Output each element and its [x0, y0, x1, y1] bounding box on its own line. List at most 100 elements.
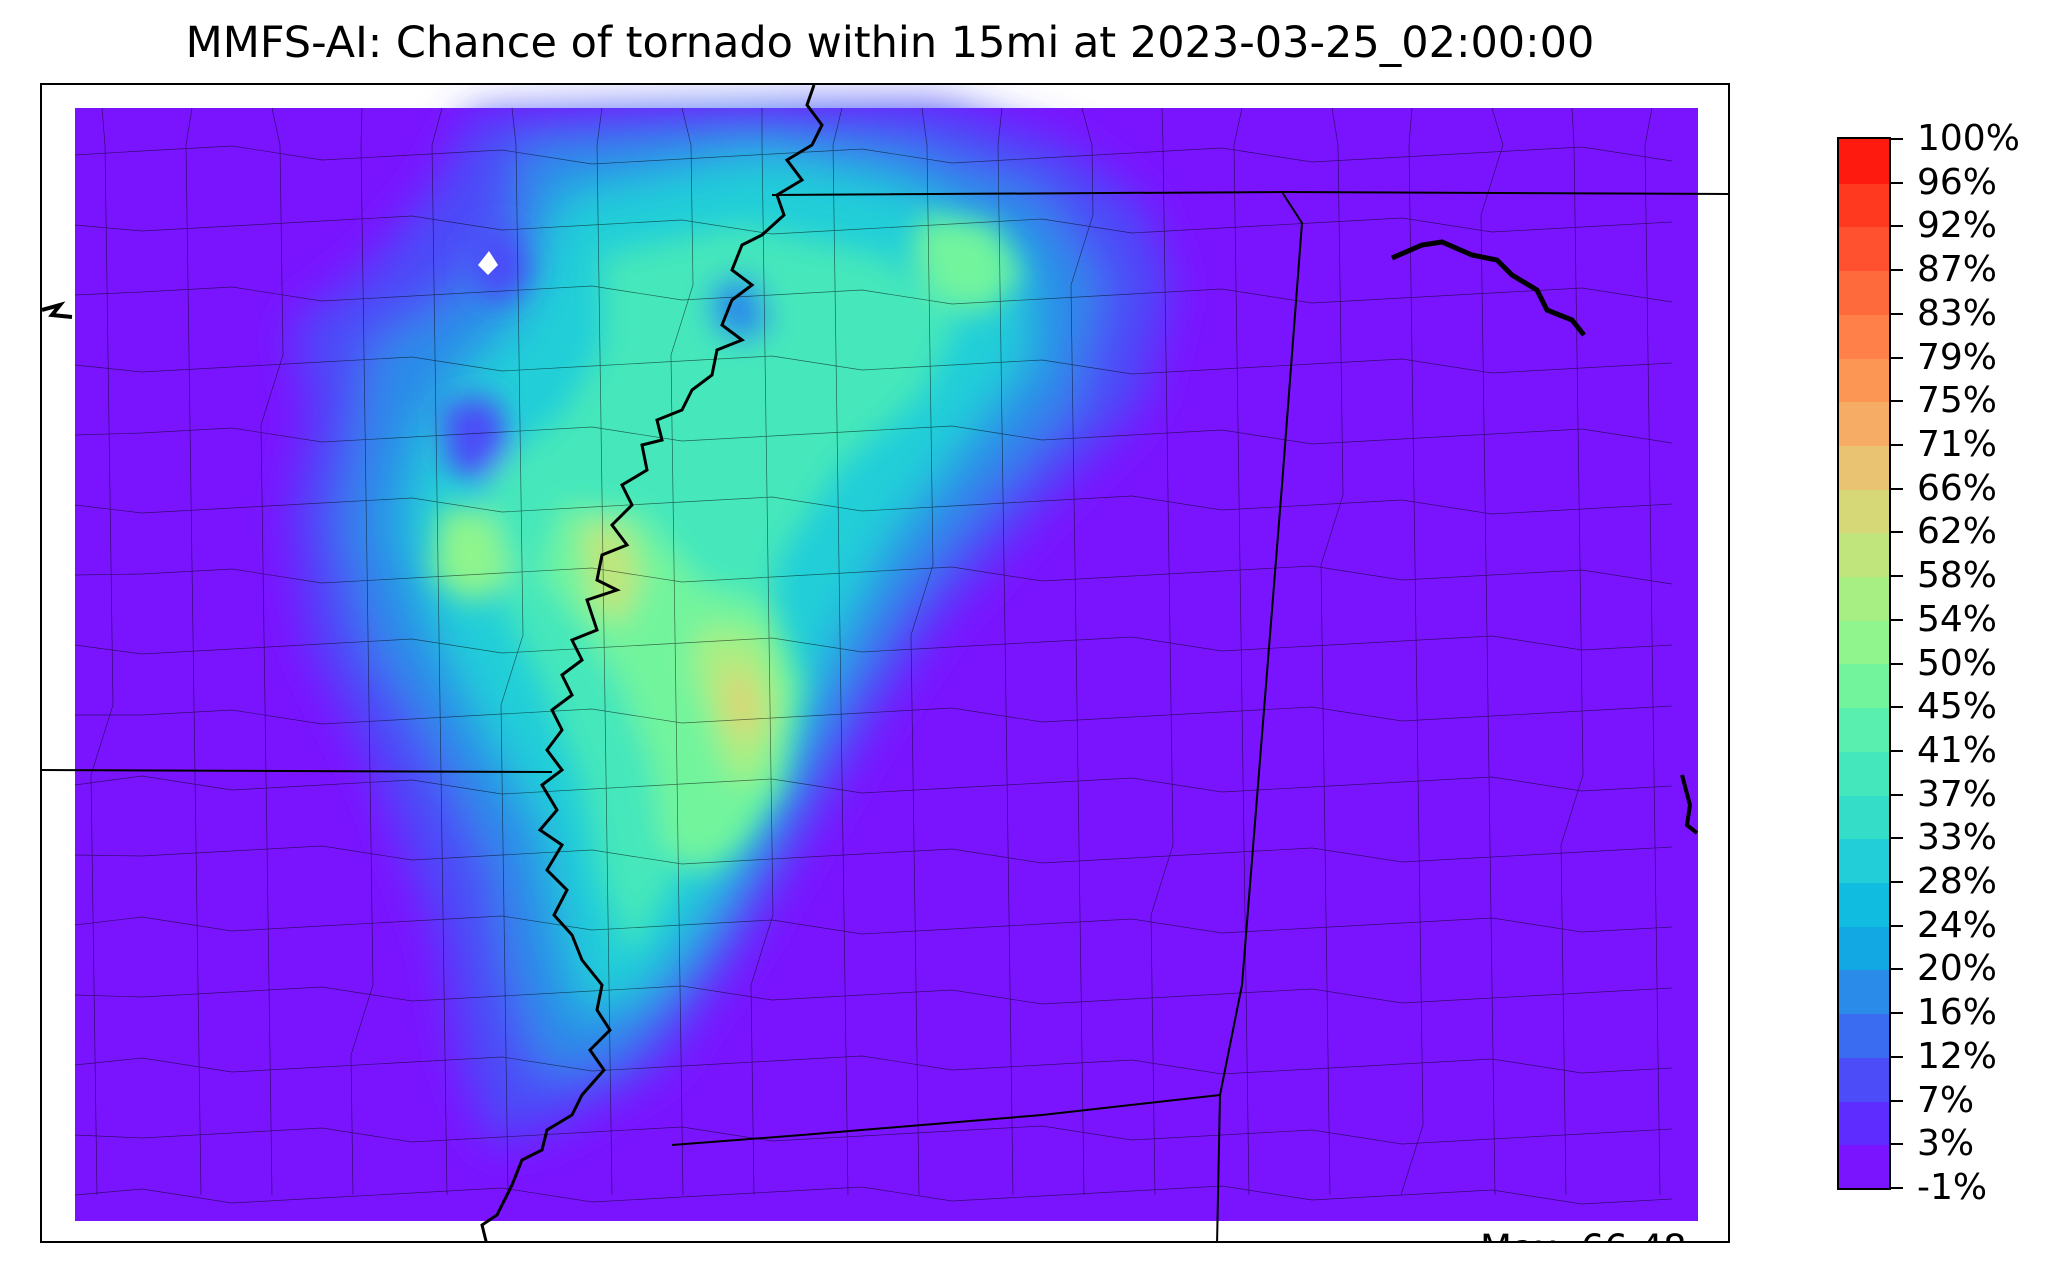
- county-line: [910, 107, 934, 1196]
- county-line: [74, 775, 1673, 795]
- colorbar-segment: [1839, 969, 1889, 1015]
- county-line: [74, 1055, 1673, 1075]
- colorbar-tick: [1891, 225, 1903, 228]
- county-line: [74, 565, 1673, 585]
- county-line: [1070, 107, 1094, 1196]
- colorbar-tick-label: 66%: [1917, 467, 1998, 509]
- colorbar-tick: [1891, 749, 1903, 752]
- colorbar-tick: [1891, 356, 1903, 359]
- colorbar-tick-label: 92%: [1917, 205, 1998, 247]
- colorbar-tick-label: -1%: [1917, 1167, 1988, 1208]
- colorbar-tick: [1891, 1055, 1903, 1058]
- colorbar-segment: [1839, 794, 1889, 840]
- colorbar-tick-label: 24%: [1917, 904, 1998, 946]
- colorbar: [1837, 137, 1891, 1190]
- colorbar-segment: [1839, 270, 1889, 315]
- colorbar-tick: [1891, 443, 1903, 446]
- county-line: [1320, 107, 1344, 1196]
- colorbar-tick-label: 12%: [1917, 1035, 1998, 1077]
- colorbar-tick-label: 45%: [1917, 686, 1998, 728]
- colorbar-tick-label: 41%: [1917, 729, 1998, 771]
- colorbar-tick: [1891, 618, 1903, 621]
- county-line: [1400, 107, 1424, 1196]
- county-line: [75, 705, 1673, 725]
- colorbar-tick: [1891, 706, 1903, 709]
- county-line: [1233, 107, 1250, 1196]
- colorbar-segment: [1839, 1056, 1889, 1102]
- max-value-label: Max: 66.48: [1480, 1227, 1687, 1241]
- colorbar-segment: [1839, 1013, 1889, 1058]
- colorbar-tick-label: 83%: [1917, 292, 1998, 334]
- colorbar-segment: [1839, 750, 1889, 796]
- county-line: [350, 107, 374, 1196]
- colorbar-tick: [1891, 575, 1903, 578]
- county-line: [74, 985, 1673, 1005]
- colorbar-tick: [1891, 1187, 1903, 1189]
- colorbar-tick-label: 28%: [1917, 861, 1998, 903]
- colorbar-tick-label: 54%: [1917, 598, 1998, 640]
- county-line: [74, 145, 1673, 165]
- colorbar-segment: [1839, 401, 1889, 446]
- county-line: [832, 107, 849, 1196]
- colorbar-segment: [1839, 1144, 1889, 1188]
- colorbar-segment: [1839, 357, 1889, 403]
- colorbar-segment: [1839, 1100, 1889, 1146]
- colorbar-tick-label: 58%: [1917, 555, 1998, 597]
- west-river-fragment: [42, 301, 73, 319]
- county-line: [74, 495, 1673, 515]
- county-line: [260, 107, 284, 1196]
- state-boundaries: [42, 190, 1728, 1241]
- colorbar-segment: [1839, 707, 1889, 752]
- colorbar-tick: [1891, 531, 1903, 534]
- colorbar-tick-label: 87%: [1917, 249, 1998, 291]
- colorbar-tick-label: 79%: [1917, 336, 1998, 378]
- county-line: [431, 107, 448, 1196]
- county-line: [74, 215, 1673, 235]
- colorbar-tick: [1891, 968, 1903, 971]
- colorbar-tick: [1891, 1012, 1903, 1015]
- county-line: [185, 107, 202, 1196]
- county-line: [1480, 107, 1504, 1196]
- colorbar-segment: [1839, 139, 1889, 184]
- colorbar-tick: [1891, 181, 1903, 184]
- county-line: [74, 425, 1673, 445]
- missing-data-spot: [478, 251, 498, 275]
- colorbar-tick-label: 16%: [1917, 992, 1998, 1034]
- colorbar-segment: [1839, 488, 1889, 534]
- county-line: [1150, 107, 1174, 1196]
- county-boundaries: [74, 107, 1673, 1205]
- map-title: MMFS-AI: Chance of tornado within 15mi a…: [185, 18, 1595, 68]
- colorbar-tick-label: 20%: [1917, 948, 1998, 990]
- colorbar-tick: [1891, 138, 1903, 140]
- county-line: [750, 108, 774, 1196]
- lake-shape: [1391, 239, 1586, 337]
- colorbar-tick-label: 100%: [1917, 118, 2020, 159]
- county-line: [74, 915, 1673, 935]
- colorbar-tick-label: 71%: [1917, 423, 1998, 465]
- county-line: [90, 107, 114, 1196]
- probability-contour: [582, 525, 642, 625]
- colorbar-segment: [1839, 226, 1889, 272]
- county-line: [670, 107, 694, 1196]
- colorbar-tick: [1891, 793, 1903, 796]
- county-line: [74, 355, 1673, 375]
- probability-contour: [442, 395, 512, 485]
- colorbar-tick: [1891, 487, 1903, 490]
- colorbar-segment: [1839, 882, 1889, 927]
- probability-contour: [722, 665, 764, 745]
- colorbar-tick-label: 33%: [1917, 817, 1998, 859]
- colorbar-tick: [1891, 1099, 1903, 1102]
- colorbar-tick-label: 37%: [1917, 773, 1998, 815]
- colorbar-tick-label: 75%: [1917, 380, 1998, 422]
- map-panel: Max: 66.48: [40, 83, 1730, 1243]
- colorbar-segment: [1839, 619, 1889, 665]
- county-line: [74, 285, 1673, 305]
- colorbar-tick: [1891, 662, 1903, 665]
- colorbar-segment: [1839, 532, 1889, 578]
- colorbar-segment: [1839, 838, 1889, 884]
- probability-contour: [472, 225, 532, 305]
- colorbar-tick-label: 96%: [1917, 161, 1998, 203]
- colorbar-tick: [1891, 881, 1903, 884]
- county-line: [74, 635, 1673, 655]
- county-line: [74, 845, 1673, 865]
